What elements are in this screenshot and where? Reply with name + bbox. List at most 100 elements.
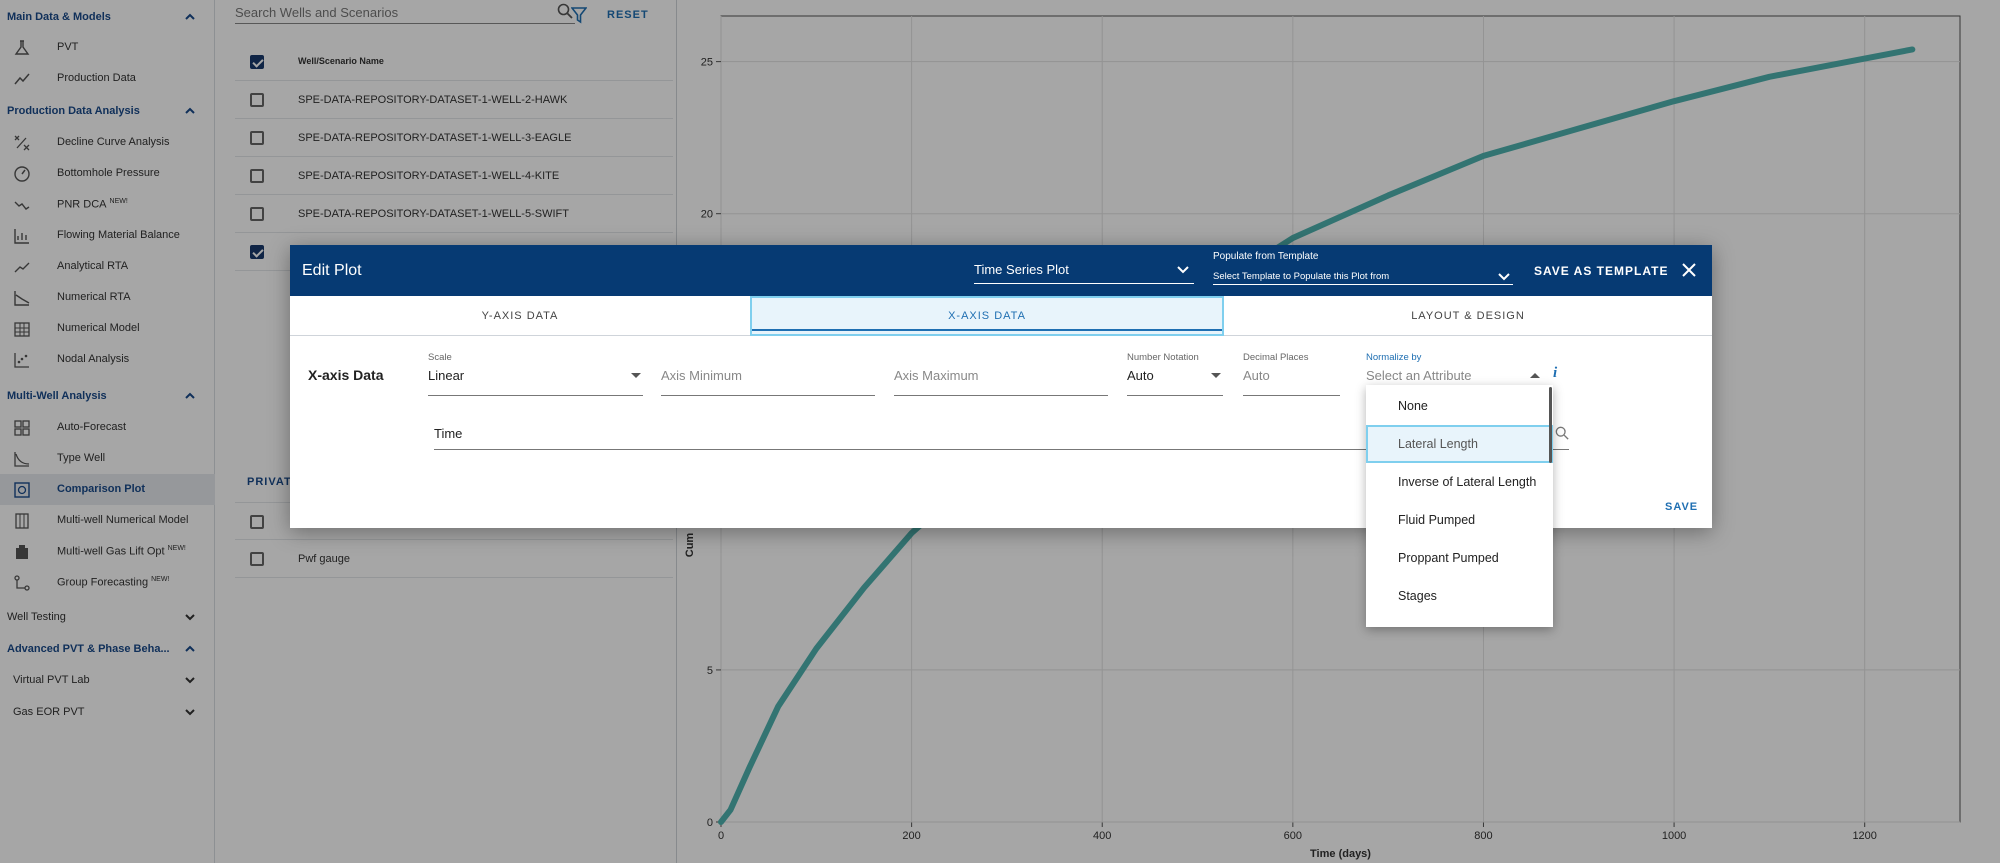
sidebar-item-numerical-model[interactable]: Numerical Model bbox=[0, 313, 215, 344]
wave-icon bbox=[14, 201, 30, 210]
x-tick-label: 200 bbox=[902, 830, 920, 842]
section-advanced-pvt[interactable]: Advanced PVT & Phase Beha... bbox=[0, 634, 215, 664]
flask-icon bbox=[14, 40, 30, 55]
section-gas-eor-pvt[interactable]: Gas EOR PVT bbox=[0, 697, 215, 727]
time-field-value: Time bbox=[434, 426, 463, 441]
tab-layout-design[interactable]: LAYOUT & DESIGN bbox=[1411, 310, 1525, 322]
info-icon[interactable]: i bbox=[1553, 365, 1558, 381]
chevron-down-icon bbox=[1177, 266, 1189, 274]
template-label: Populate from Template bbox=[1213, 251, 1319, 262]
sidebar-item-group-forecasting[interactable]: Group Forecasting NEW! bbox=[0, 567, 215, 598]
search-icon[interactable] bbox=[557, 3, 573, 19]
chevron-down-icon bbox=[1498, 273, 1510, 281]
tab-y-axis-data[interactable]: Y-AXIS DATA bbox=[481, 310, 559, 322]
new-badge: NEW! bbox=[151, 576, 170, 583]
section-main-data-models[interactable]: Main Data & Models bbox=[0, 2, 215, 32]
table-row[interactable]: SPE-DATA-REPOSITORY-DATASET-1-WELL-3-EAG… bbox=[235, 119, 673, 157]
columns-icon bbox=[15, 513, 29, 529]
chevron-up-icon bbox=[185, 13, 195, 20]
sidebar-item-label: Decline Curve Analysis bbox=[57, 136, 170, 148]
table-row[interactable]: SPE-DATA-REPOSITORY-DATASET-1-WELL-5-SWI… bbox=[235, 195, 673, 233]
dialog-tabs: Y-AXIS DATA X-AXIS DATA LAYOUT & DESIGN bbox=[290, 296, 1712, 336]
sidebar-item-production-data[interactable]: Production Data bbox=[0, 63, 215, 94]
reset-button[interactable]: RESET bbox=[607, 9, 649, 21]
caret-up-icon bbox=[1530, 373, 1540, 378]
close-icon[interactable] bbox=[1682, 263, 1696, 277]
section-virtual-pvt-lab[interactable]: Virtual PVT Lab bbox=[0, 665, 215, 695]
sidebar-item-comparison-plot[interactable]: Comparison Plot bbox=[0, 474, 215, 505]
number-notation-select[interactable]: Number Notation Auto bbox=[1127, 352, 1223, 396]
table-row[interactable]: Pwf gauge bbox=[235, 540, 673, 578]
sidebar-item-numerical-rta[interactable]: Numerical RTA bbox=[0, 282, 215, 313]
section-label: Virtual PVT Lab bbox=[13, 674, 90, 686]
dropdown-option-lateral-length[interactable]: Lateral Length bbox=[1366, 425, 1553, 463]
row-checkbox[interactable] bbox=[250, 515, 264, 529]
row-checkbox[interactable] bbox=[250, 207, 264, 221]
scale-select[interactable]: Scale Linear bbox=[428, 352, 643, 396]
sidebar-item-type-well[interactable]: Type Well bbox=[0, 443, 215, 474]
chevron-down-icon bbox=[185, 614, 195, 621]
section-production-data-analysis[interactable]: Production Data Analysis bbox=[0, 96, 215, 126]
table-row[interactable]: SPE-DATA-REPOSITORY-DATASET-1-WELL-2-HAW… bbox=[235, 81, 673, 119]
sidebar-item-label: Multi-well Numerical Model bbox=[57, 514, 189, 526]
y-tick-label: 20 bbox=[701, 209, 713, 221]
well-name: SPE-DATA-REPOSITORY-DATASET-1-WELL-5-SWI… bbox=[298, 208, 569, 220]
tab-x-axis-data[interactable]: X-AXIS DATA bbox=[750, 296, 1224, 336]
dropdown-option-none[interactable]: None bbox=[1398, 399, 1428, 413]
section-multi-well-analysis[interactable]: Multi-Well Analysis bbox=[0, 381, 215, 411]
dialog-title: Edit Plot bbox=[302, 262, 362, 279]
sidebar-item-flowing-material-balance[interactable]: Flowing Material Balance bbox=[0, 220, 215, 251]
dropdown-scrollbar[interactable] bbox=[1549, 387, 1552, 463]
sidebar-item-label: Type Well bbox=[57, 452, 106, 464]
hierarchy-icon bbox=[14, 575, 30, 591]
row-checkbox[interactable] bbox=[250, 169, 264, 183]
building-icon bbox=[16, 545, 28, 559]
template-select[interactable]: Select Template to Populate this Plot fr… bbox=[1213, 267, 1513, 285]
compare-icon bbox=[14, 482, 30, 498]
decimal-placeholder: Auto bbox=[1243, 368, 1270, 383]
sidebar: Main Data & Models PVT Production Data P… bbox=[0, 0, 215, 863]
dropdown-option-fluid-pumped[interactable]: Fluid Pumped bbox=[1398, 513, 1476, 527]
dropdown-option-stages[interactable]: Stages bbox=[1398, 589, 1437, 603]
sidebar-item-analytical-rta[interactable]: Analytical RTA bbox=[0, 251, 215, 282]
line-chart-icon bbox=[14, 262, 30, 273]
section-label: Multi-Well Analysis bbox=[7, 390, 107, 402]
sidebar-item-nodal-analysis[interactable]: Nodal Analysis bbox=[0, 344, 215, 375]
axis-maximum-input[interactable]: Axis Maximum bbox=[894, 352, 1108, 396]
row-checkbox[interactable] bbox=[250, 245, 264, 259]
sidebar-item-pvt[interactable]: PVT bbox=[0, 32, 215, 63]
private-section-tab[interactable]: PRIVAT bbox=[247, 476, 292, 488]
search-input[interactable]: Search Wells and Scenarios bbox=[235, 0, 575, 24]
table-row[interactable]: SPE-DATA-REPOSITORY-DATASET-1-WELL-4-KIT… bbox=[235, 157, 673, 195]
axis-minimum-input[interactable]: Axis Minimum bbox=[661, 352, 875, 396]
decimal-places-input[interactable]: Decimal Places Auto bbox=[1243, 352, 1340, 396]
save-as-template-button[interactable]: SAVE AS TEMPLATE bbox=[1534, 264, 1669, 278]
column-header-well-name: Well/Scenario Name bbox=[298, 56, 384, 66]
section-well-testing[interactable]: Well Testing bbox=[0, 602, 215, 632]
save-button[interactable]: SAVE bbox=[1665, 501, 1699, 513]
sidebar-item-auto-forecast[interactable]: Auto-Forecast bbox=[0, 412, 215, 443]
sidebar-item-decline-curve-analysis[interactable]: Decline Curve Analysis bbox=[0, 127, 215, 158]
grid-building-icon bbox=[14, 322, 30, 337]
sidebar-item-bottomhole-pressure[interactable]: Bottomhole Pressure bbox=[0, 158, 215, 189]
sidebar-item-label: PVT bbox=[57, 41, 79, 53]
select-all-checkbox[interactable] bbox=[250, 55, 264, 69]
sidebar-item-multi-well-numerical-model[interactable]: Multi-well Numerical Model bbox=[0, 505, 215, 536]
plot-type-select[interactable]: Time Series Plot bbox=[974, 258, 1194, 284]
sidebar-item-label: Comparison Plot bbox=[57, 483, 146, 495]
axis-maximum-placeholder: Axis Maximum bbox=[894, 368, 979, 383]
sidebar-item-label: Numerical Model bbox=[57, 322, 140, 334]
dropdown-option-proppant-pumped[interactable]: Proppant Pumped bbox=[1398, 551, 1499, 565]
row-checkbox[interactable] bbox=[250, 552, 264, 566]
time-field[interactable]: Time bbox=[434, 420, 1569, 450]
sidebar-item-multi-well-gas-lift-opt[interactable]: Multi-well Gas Lift Opt NEW! bbox=[0, 536, 215, 567]
dropdown-option-inverse-lateral-length[interactable]: Inverse of Lateral Length bbox=[1398, 475, 1537, 489]
sidebar-item-pnr-dca[interactable]: PNR DCA NEW! bbox=[0, 189, 215, 220]
well-name: SPE-DATA-REPOSITORY-DATASET-1-WELL-3-EAG… bbox=[298, 132, 572, 144]
axis-minimum-placeholder: Axis Minimum bbox=[661, 368, 742, 383]
x-axis-label: Time (days) bbox=[1310, 848, 1371, 860]
row-checkbox[interactable] bbox=[250, 131, 264, 145]
filter-icon[interactable] bbox=[571, 6, 587, 24]
row-checkbox[interactable] bbox=[250, 93, 264, 107]
dialog-header: Edit Plot Time Series Plot Populate from… bbox=[290, 245, 1712, 296]
